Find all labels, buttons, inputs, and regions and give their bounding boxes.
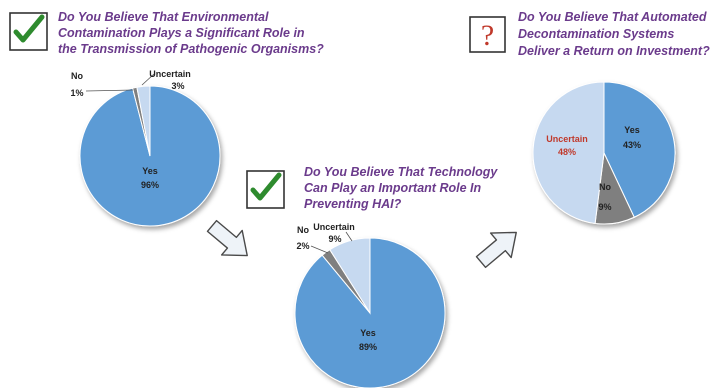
slice-value-uncertain: 9% (328, 234, 341, 244)
arrow-right-down-icon (206, 219, 248, 257)
pie-slice-uncertain (532, 81, 605, 224)
slice-value-yes: 43% (623, 140, 641, 150)
slice-value-yes: 96% (141, 180, 159, 190)
leader-line-no (85, 89, 134, 92)
pie-slice-yes (603, 81, 676, 218)
slice-label-yes: Yes (624, 125, 640, 135)
question-1-line-3: the Transmission of Pathogenic Organisms… (58, 42, 324, 56)
survey-panel-2: Do You Believe That Technology Can Play … (246, 165, 501, 388)
slice-label-uncertain: Uncertain (546, 134, 588, 144)
pie-chart-2 (294, 237, 446, 388)
slice-label-uncertain: Uncertain (313, 222, 355, 232)
pie-chart-1-labels: Yes 96% No 1% Uncertain 3% (70, 69, 190, 190)
question-2-line-2: Can Play an Important Role In (304, 181, 481, 195)
leader-line-uncertain (345, 231, 353, 242)
slice-label-no: No (297, 225, 309, 235)
slice-value-uncertain: 3% (171, 81, 184, 91)
slice-value-yes: 89% (359, 342, 377, 352)
question-mark-icon: ? (469, 16, 506, 53)
slice-label-no: No (599, 182, 611, 192)
arrow-right-up-icon (475, 231, 517, 269)
question-2-title: Do You Believe That Technology Can Play … (304, 165, 501, 211)
pie-chart-3 (532, 81, 676, 225)
checkmark-icon (9, 12, 48, 51)
pie-slice-uncertain (136, 85, 151, 157)
slice-label-no: No (71, 71, 83, 81)
question-2-line-1: Do You Believe That Technology (304, 165, 498, 179)
survey-panel-3: ? Do You Believe That Automated Decontam… (469, 10, 710, 225)
leader-line-uncertain (141, 73, 155, 86)
slice-value-uncertain: 48% (558, 147, 576, 157)
survey-panel-1: Do You Believe That Environmental Contam… (9, 10, 324, 227)
slice-value-no: 9% (598, 202, 611, 212)
pie-slice-uncertain (329, 237, 371, 315)
pie-chart-2-labels: Yes 89% No 2% Uncertain 9% (296, 222, 377, 352)
slice-label-yes: Yes (142, 166, 158, 176)
question-3-title: Do You Believe That Automated Decontamin… (518, 10, 710, 58)
question-3-line-3: Deliver a Return on Investment? (518, 44, 710, 58)
slice-value-no: 1% (70, 88, 83, 98)
pie-chart-1 (79, 85, 221, 227)
pie-chart-3-labels: Yes 43% No 9% Uncertain 48% (546, 125, 641, 212)
question-1-line-1: Do You Believe That Environmental (58, 10, 269, 24)
checkmark-icon (246, 170, 285, 209)
question-mark-glyph: ? (481, 19, 494, 52)
slice-label-uncertain: Uncertain (149, 69, 191, 79)
question-3-line-1: Do You Believe That Automated (518, 10, 707, 24)
question-1-line-2: Contamination Plays a Significant Role i… (58, 26, 305, 40)
slice-label-yes: Yes (360, 328, 376, 338)
slice-value-no: 2% (296, 241, 309, 251)
question-2-line-3: Preventing HAI? (304, 197, 402, 211)
question-3-line-2: Decontamination Systems (518, 27, 674, 41)
leader-line-no (310, 245, 329, 254)
question-1-title: Do You Believe That Environmental Contam… (58, 10, 324, 56)
